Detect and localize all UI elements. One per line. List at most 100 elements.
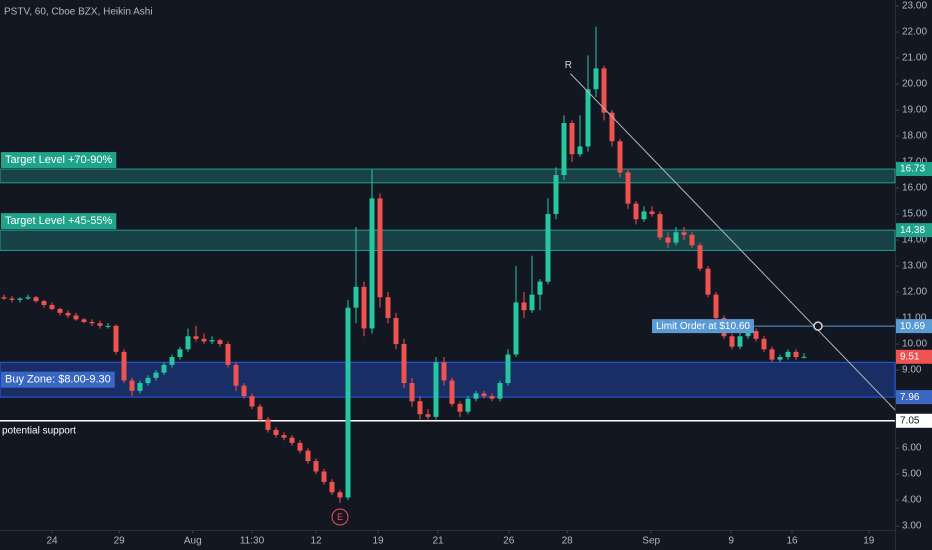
candle-body xyxy=(409,383,415,402)
candle-body xyxy=(385,297,391,319)
candle-body xyxy=(337,492,343,498)
y-tick-label: 19.00 xyxy=(902,105,927,116)
candle-body xyxy=(209,340,215,342)
candle-body xyxy=(89,321,95,324)
candle-body xyxy=(465,398,471,412)
y-tick-label: 23.00 xyxy=(902,1,927,12)
event-marker xyxy=(331,508,349,526)
x-tick-label: 12 xyxy=(310,536,322,547)
chart-title: PSTV, 60, Cboe BZX, Heikin Ashi xyxy=(4,7,153,18)
zone xyxy=(0,229,896,251)
candle-body xyxy=(249,396,255,407)
y-tick-label: 3.00 xyxy=(902,521,922,532)
price-tag-label: 10.69 xyxy=(900,321,925,332)
x-tick-label: 11:30 xyxy=(240,536,265,547)
candle-body xyxy=(673,232,679,243)
price-tag xyxy=(896,413,932,428)
y-tick-label: 9.00 xyxy=(902,365,922,376)
limit-label: Limit Order at $10.60 xyxy=(656,321,750,332)
candle-body xyxy=(297,442,303,451)
candle-body xyxy=(641,211,647,220)
candle-body xyxy=(273,429,279,436)
candle-body xyxy=(137,383,143,391)
x-tick-label: Aug xyxy=(184,536,202,547)
candle-body xyxy=(553,175,559,215)
limit-marker xyxy=(813,321,823,331)
candle-body xyxy=(473,393,479,399)
y-tick-label: 10.00 xyxy=(902,339,927,350)
y-tick-label: 15.00 xyxy=(902,209,927,220)
candle-body xyxy=(649,211,655,215)
candle-body xyxy=(689,234,695,246)
price-tag xyxy=(896,162,932,177)
x-tick-label: 26 xyxy=(503,536,515,547)
zone-label: Target Level +45-55% xyxy=(5,215,113,227)
candle-body xyxy=(777,357,783,360)
candle-body xyxy=(457,403,463,412)
candle-body xyxy=(121,351,127,381)
y-tick-label: 13.00 xyxy=(902,261,927,272)
zone-label: Buy Zone: $8.00-9.30 xyxy=(5,374,111,386)
candle-body xyxy=(193,336,199,339)
price-tag-label: 7.05 xyxy=(900,415,920,426)
price-tag xyxy=(896,390,932,405)
candle-body xyxy=(321,471,327,482)
x-tick-label: 24 xyxy=(46,536,58,547)
y-tick-label: 12.00 xyxy=(902,287,927,298)
candle-body xyxy=(657,214,663,238)
candle-body xyxy=(705,268,711,295)
y-tick-label: 14.00 xyxy=(902,235,927,246)
limit-label-box xyxy=(652,319,754,334)
zone xyxy=(0,168,896,184)
candle-body xyxy=(345,307,351,498)
candle-body xyxy=(745,331,751,337)
candle-body xyxy=(601,68,607,113)
candle-body xyxy=(329,481,335,493)
candle-body xyxy=(665,237,671,243)
candle-body xyxy=(257,406,263,420)
candle-body xyxy=(201,338,207,342)
candle-body xyxy=(633,203,639,220)
zone-label-box xyxy=(1,152,117,169)
candle-body xyxy=(145,377,151,384)
x-tick-label: 9 xyxy=(728,536,734,547)
price-tag xyxy=(896,319,932,334)
candle-body xyxy=(737,336,743,347)
candle-body xyxy=(369,198,375,329)
candle-body xyxy=(169,357,175,365)
candle-body xyxy=(577,146,583,155)
x-tick-label: Sep xyxy=(642,536,660,547)
candle-body xyxy=(681,232,687,235)
candle-body xyxy=(585,89,591,147)
y-tick-label: 11.00 xyxy=(902,313,927,324)
candle-body xyxy=(241,385,247,397)
y-tick-label: 22.00 xyxy=(902,27,927,38)
candle-body xyxy=(545,214,551,282)
price-tag-label: 7.96 xyxy=(900,392,920,403)
candle-body xyxy=(41,301,47,306)
price-tag xyxy=(896,349,932,364)
price-tag-label: 9.51 xyxy=(900,351,920,362)
candle-body xyxy=(185,336,191,350)
candle-body xyxy=(361,286,367,329)
price-tag-label: 16.73 xyxy=(900,164,925,175)
price-tag xyxy=(896,223,932,238)
candle-body xyxy=(801,356,807,358)
candle-body xyxy=(81,319,87,322)
candle-body xyxy=(17,298,23,300)
candle-body xyxy=(1,297,7,299)
candle-body xyxy=(521,302,527,311)
candle-body xyxy=(513,302,519,355)
candle-body xyxy=(233,364,239,386)
candle-body xyxy=(713,294,719,319)
candle-body xyxy=(609,112,615,142)
candle-body xyxy=(129,380,135,391)
candle-body xyxy=(425,414,431,417)
candle-body xyxy=(153,372,159,378)
candle-body xyxy=(33,297,39,302)
candle-body xyxy=(217,340,223,345)
price-tag-label: 14.38 xyxy=(900,225,925,236)
candle-body xyxy=(625,172,631,204)
candle-body xyxy=(9,298,15,300)
y-tick-label: 6.00 xyxy=(902,443,922,454)
